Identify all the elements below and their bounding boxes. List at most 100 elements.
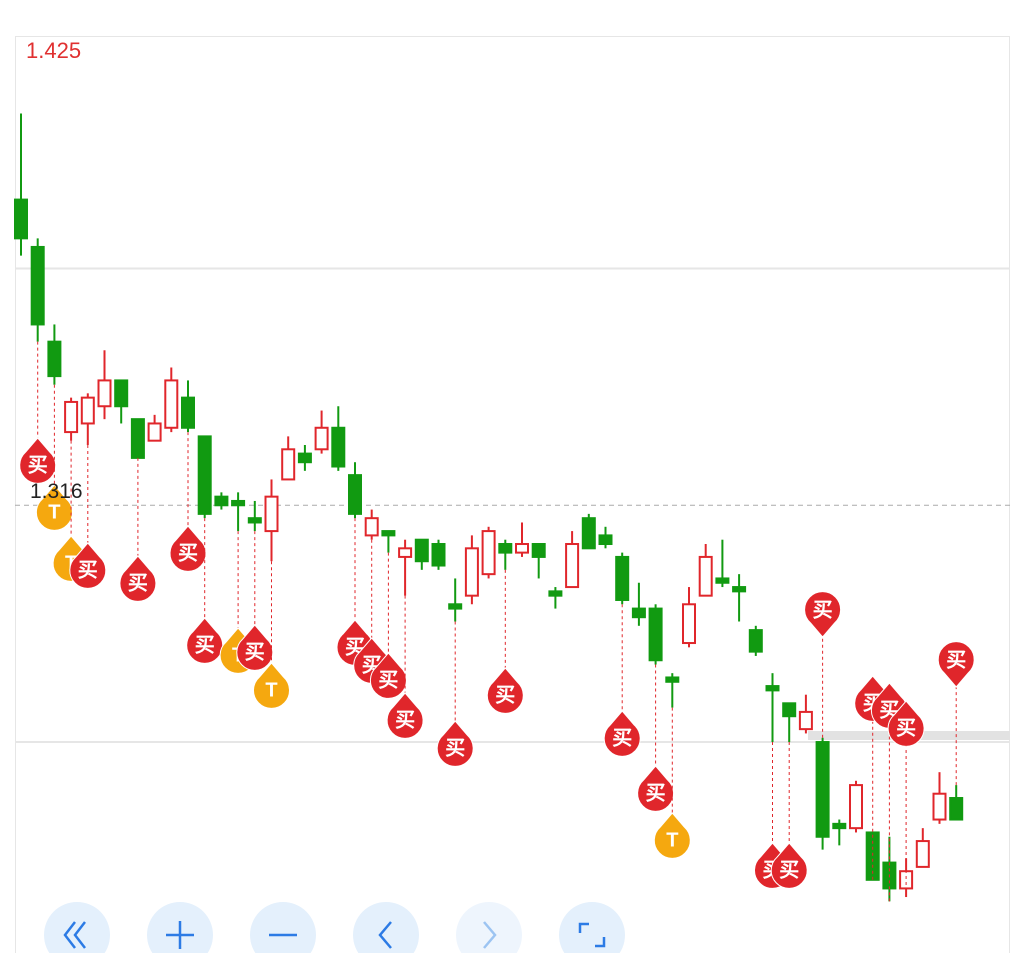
fullscreen-button[interactable] [559,902,625,953]
marker [486,667,524,714]
marker-label: 买 [612,727,632,749]
candle-body [464,547,479,597]
candle-body [648,607,663,662]
candle-body [231,499,246,507]
candle-body [14,198,28,240]
candle-body [64,400,79,434]
candle-body [414,538,429,563]
marker [69,542,107,589]
marker [119,555,157,602]
candle-body [197,435,212,515]
next-button[interactable] [456,902,522,953]
candle-body [164,379,179,429]
candle-body [297,452,312,464]
marker-label: 买 [128,572,148,594]
candle-body [915,840,930,868]
candle-body [398,547,413,558]
grid [15,267,1010,744]
candle-body [665,676,680,683]
marker [436,720,474,767]
candle-body [214,495,229,507]
marker [386,692,424,739]
marker-label: T [265,679,277,701]
candle-body [631,607,646,619]
marker-label: 买 [395,709,415,731]
y-tick-label: 1.425 [26,38,81,63]
marker-label: 买 [646,782,666,804]
labels: 1.425 1.316 [26,38,83,503]
marker-label: T [48,501,60,523]
candle-body [732,586,747,593]
candle-body [765,685,780,692]
candle-body [181,396,195,429]
candle-body [47,340,62,378]
candle-body [682,603,696,645]
candle-body [147,422,162,442]
zoom-in-button[interactable] [147,902,213,953]
candle-body [949,797,964,821]
marker-label: 买 [245,641,265,663]
marker [19,437,57,484]
candle-body [748,629,763,653]
marker-label: 买 [946,649,966,671]
first-button[interactable] [44,902,110,953]
candle-body [698,555,713,597]
toolbar [44,902,625,953]
candle-body [932,792,947,821]
candle-body [832,822,847,830]
marker-label: 买 [78,559,98,581]
marker-label: T [666,829,678,851]
candle-body [515,543,529,554]
marker [253,662,290,709]
candle-body [598,534,613,546]
candle-body [531,543,546,558]
candle-body [348,474,362,515]
marker-label: 买 [896,717,916,739]
candle-body [314,426,329,451]
zoom-out-button[interactable] [250,902,316,953]
marker [887,700,925,747]
marker-label: 买 [495,684,515,706]
prev-button[interactable] [353,902,419,953]
marker-label: 买 [28,454,48,476]
marker-label: 买 [195,634,215,656]
candle-body [448,603,463,610]
candle-body [281,448,296,481]
candle-body [381,530,396,537]
candle-body [498,543,513,554]
marker [603,710,641,757]
marker-label: 买 [813,599,833,621]
marker-label: 买 [178,542,198,564]
markers: 买TT买买买买T买T买买买买买买买买T买买买买买买买 [19,341,975,902]
candle-body [264,495,279,533]
candle-body [80,396,95,425]
marker-label: 买 [378,669,398,691]
candle-body [798,710,813,731]
candle-body [114,379,129,408]
candle-body [615,555,630,601]
candle-body [481,530,496,576]
candles [14,113,964,902]
candle-body [247,517,262,524]
marker [770,842,808,889]
price-label: 1.316 [30,480,83,503]
marker-label: 买 [445,737,465,759]
candle-body [364,517,379,537]
chart-frame [15,36,1010,953]
marker [186,617,224,664]
candle-body [581,517,596,550]
marker [937,641,975,688]
candle-body [97,379,112,408]
marker [653,812,691,859]
candle-body [130,418,145,459]
marker [804,591,842,638]
candle-body [715,577,730,584]
candle-body [331,426,346,468]
candle-body [815,741,830,838]
candle-body [431,543,446,567]
candle-body [899,870,914,890]
candle-body [782,702,797,718]
candle-body [30,245,45,326]
candle-body [849,784,863,830]
